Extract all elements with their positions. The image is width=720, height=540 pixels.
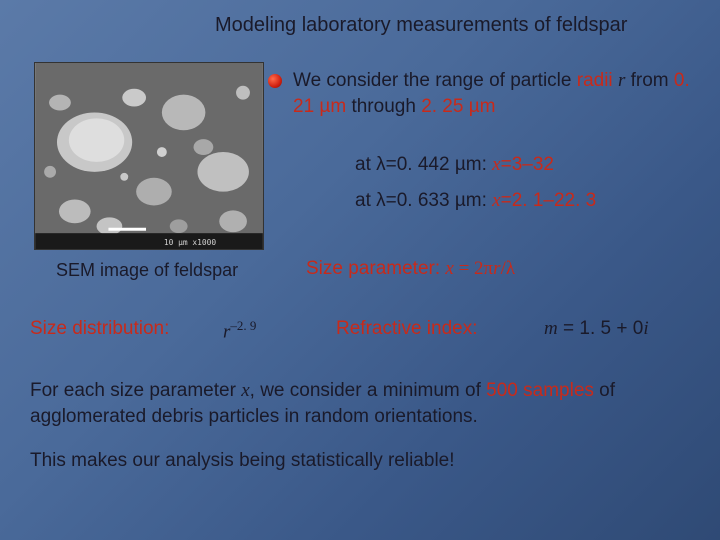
p2-red: 500 samples	[486, 380, 594, 401]
range-through: through	[346, 96, 421, 117]
x2-var: x	[492, 190, 500, 211]
refractive-var: m	[544, 318, 558, 339]
sizedist-exp: –2. 9	[230, 318, 256, 333]
wavelength-line-1: at λ=0. 442 µm: x=3–32	[355, 154, 554, 176]
wavelength-line-2: at λ=0. 633 µm: x=2. 1–22. 3	[355, 190, 596, 212]
range-prefix: We consider the range of particle	[293, 70, 577, 91]
sizeparam-r: r	[493, 258, 500, 279]
x1-var: x	[492, 154, 500, 175]
sampling-paragraph: For each size parameter x, we consider a…	[30, 378, 690, 429]
slide-title: Modeling laboratory measurements of feld…	[215, 14, 627, 37]
refractive-index-value: m = 1. 5 + 0i	[544, 318, 649, 340]
p2-var: x	[241, 380, 249, 401]
size-distribution-label: Size distribution:	[30, 318, 169, 340]
x1-val: =3–32	[501, 154, 554, 175]
refractive-val-num: = 1. 5 + 0	[558, 318, 644, 339]
x2-prefix: at λ=0. 633 µm:	[355, 190, 492, 211]
sizeparam-over: /λ	[501, 258, 516, 279]
p2b: , we consider a minimum of	[250, 380, 487, 401]
p2a: For each size parameter	[30, 380, 241, 401]
sem-image-caption: SEM image of feldspar	[56, 260, 238, 281]
x2-val: =2. 1–22. 3	[501, 190, 597, 211]
sizeparam-eq: = 2π	[454, 258, 493, 279]
refractive-index-label: Refractive index:	[336, 318, 478, 340]
bullet-icon	[268, 74, 282, 88]
x1-prefix: at λ=0. 442 µm:	[355, 154, 492, 175]
refractive-imag: i	[643, 318, 648, 339]
radii-word: radii	[577, 70, 613, 91]
sizeparam-label: Size parameter:	[306, 258, 445, 279]
range-from: from	[625, 70, 674, 91]
size-distribution-value: r–2. 9	[223, 318, 256, 343]
sem-micrograph-image: 10 µm x1000	[34, 62, 264, 250]
sizeparam-x: x	[445, 258, 453, 279]
range-max: 2. 25 µm	[421, 96, 495, 117]
reliability-paragraph: This makes our analysis being statistica…	[30, 450, 690, 472]
radius-range-text: We consider the range of particle radii …	[293, 68, 703, 119]
svg-text:10 µm x1000: 10 µm x1000	[164, 238, 217, 247]
size-parameter-formula: Size parameter: x = 2πr/λ	[306, 258, 515, 280]
